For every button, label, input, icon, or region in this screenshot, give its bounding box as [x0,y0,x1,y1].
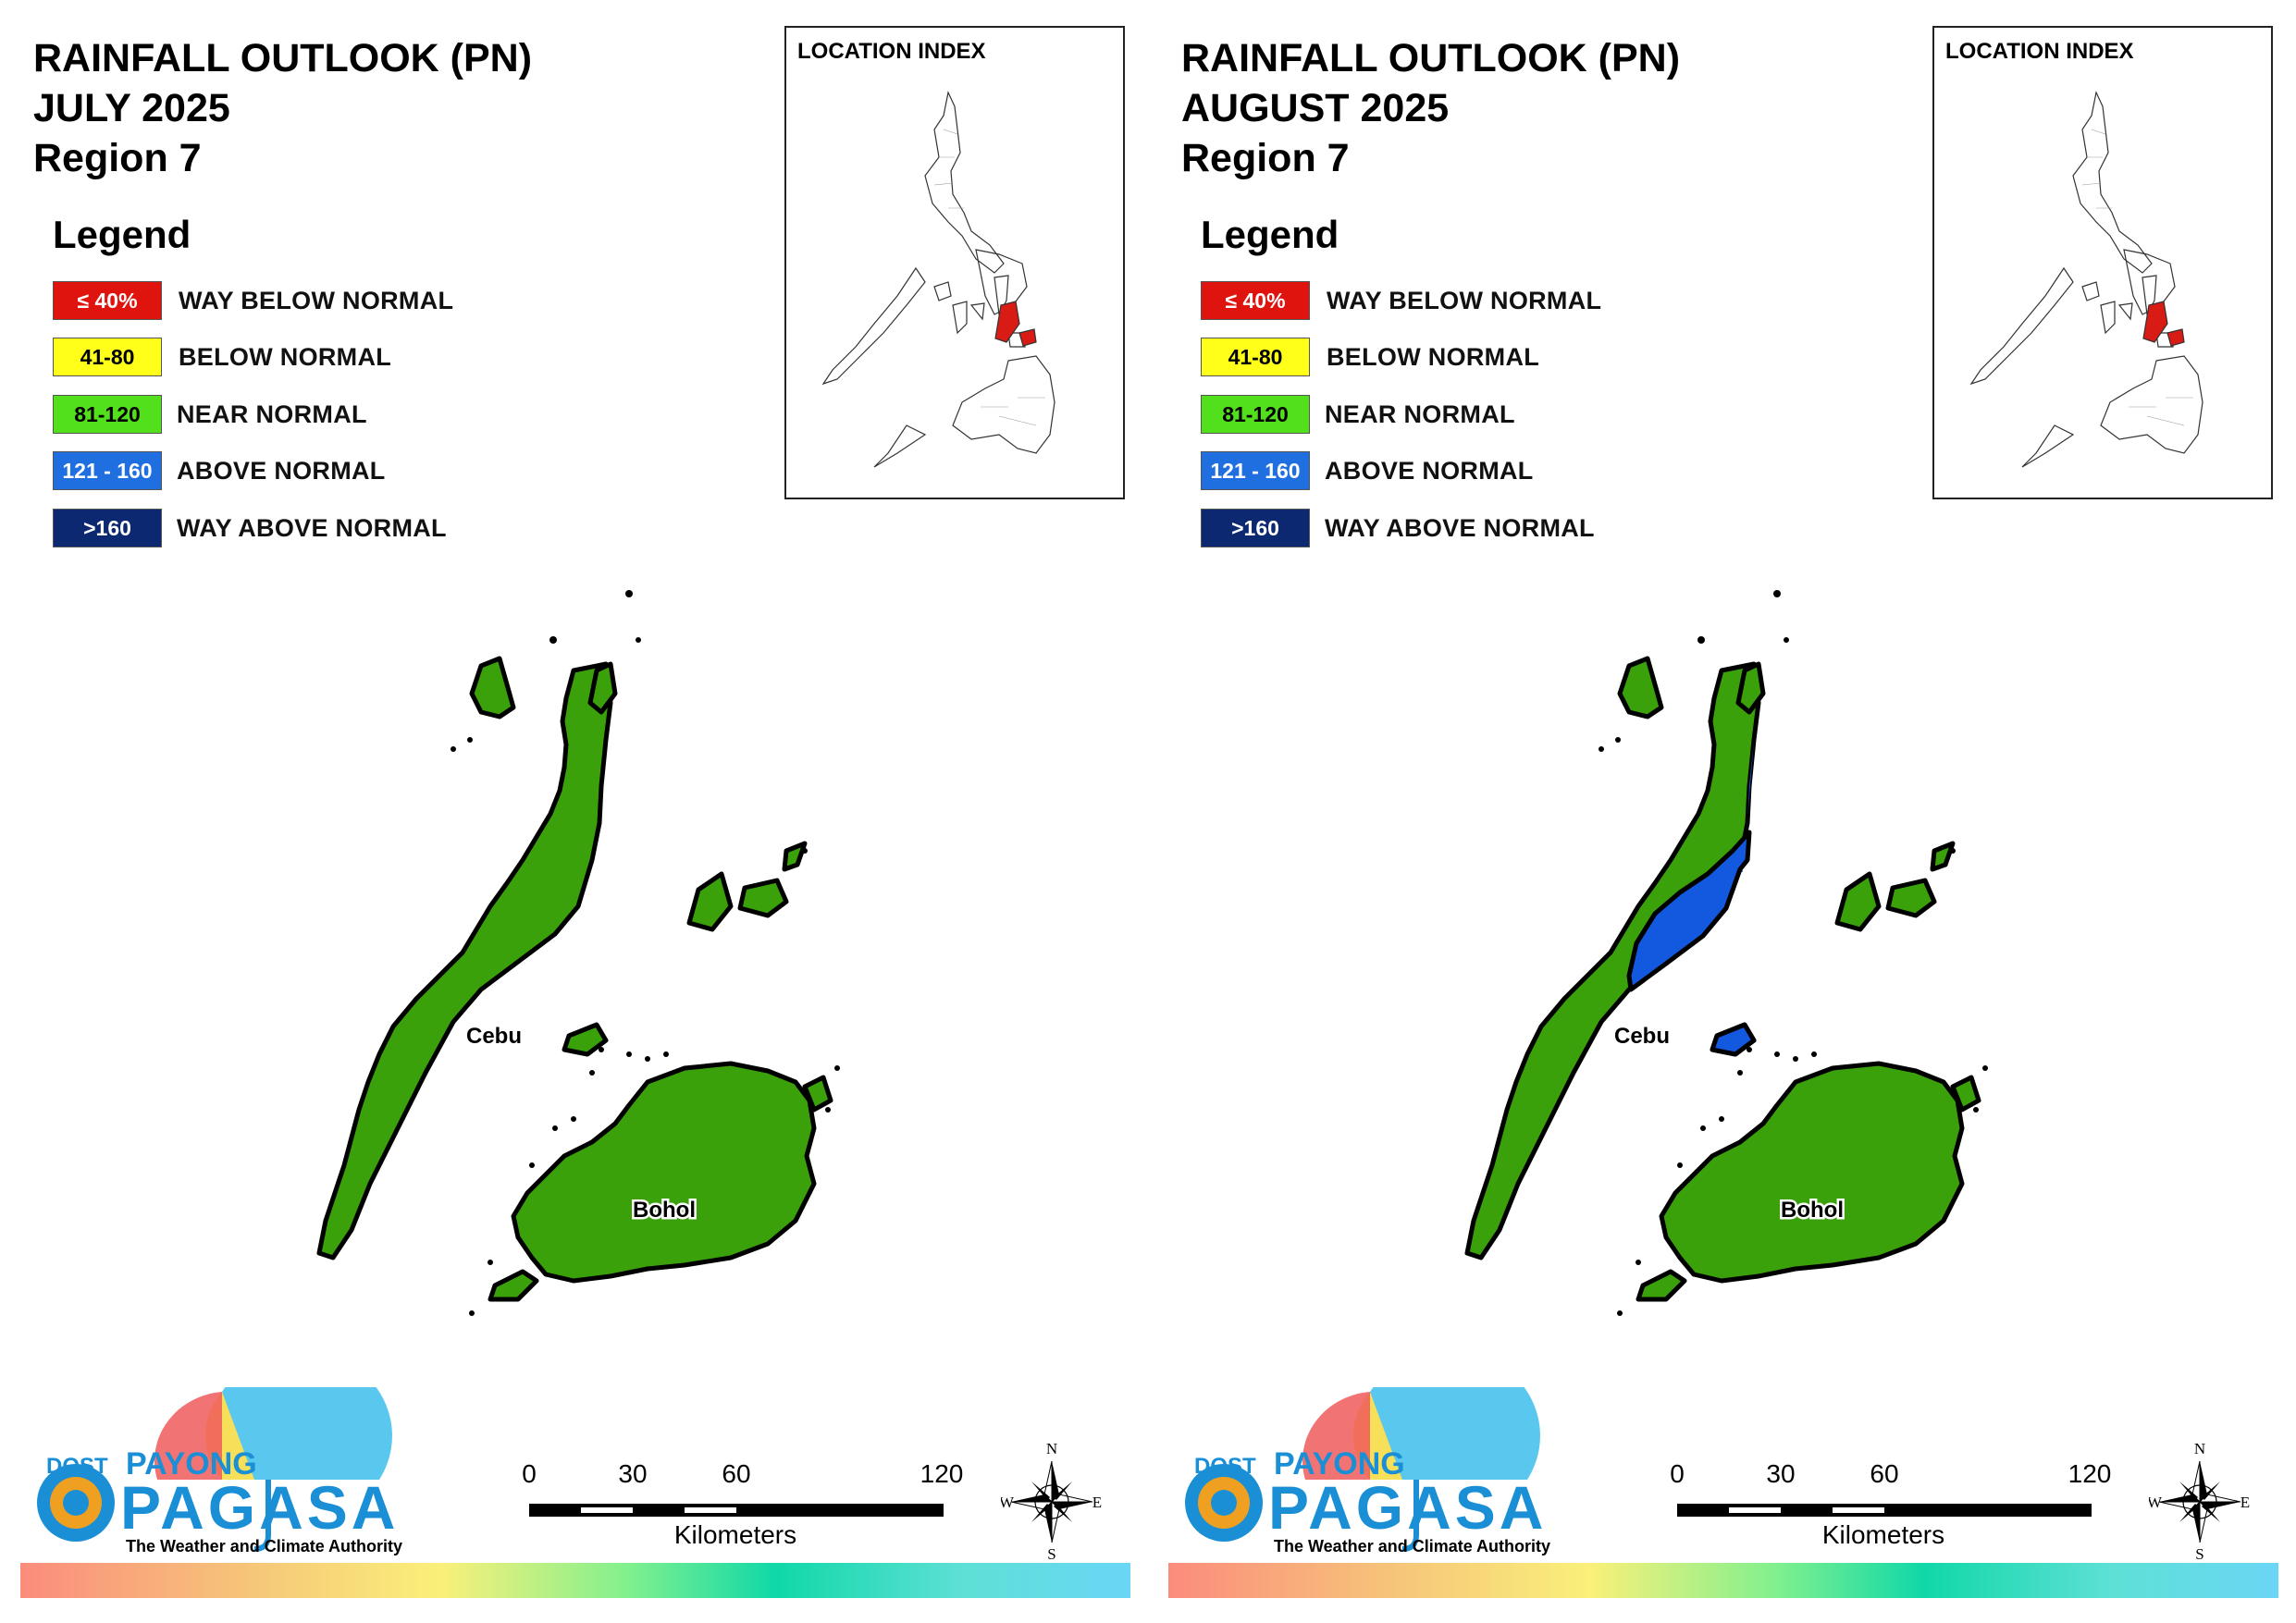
camotes-islands [737,878,789,918]
legend-swatch: 81-120 [53,395,162,434]
legend-swatch: 81-120 [1201,395,1310,434]
legend-label: WAY BELOW NORMAL [179,287,454,314]
scale-units-label: Kilometers [1821,1520,1945,1549]
footer-color-bar [20,1563,1130,1598]
province-label-bohol: Bohol [1781,1198,1844,1223]
legend-label: WAY BELOW NORMAL [1327,287,1602,314]
map-title: RAINFALL OUTLOOK (PN) AUGUST 2025 Region… [1181,33,1680,183]
legend-swatch: >160 [53,509,162,547]
legend-label: ABOVE NORMAL [1325,457,1534,485]
compass-n: N [2194,1441,2205,1457]
compass-s: S [1047,1545,1055,1561]
compass-e: E [1092,1494,1102,1511]
compass-rose-icon: N S E W [2149,1441,2250,1561]
legend-label: BELOW NORMAL [1327,343,1540,371]
legend-swatch: 41-80 [53,338,162,376]
legend-label: NEAR NORMAL [1325,400,1515,428]
dost-label: DOST [46,1454,108,1479]
payong-label: PAYONG [1274,1446,1405,1482]
compass-rose-icon: N S E W [1001,1441,1102,1561]
payong-label: PAYONG [126,1446,257,1482]
scale-bar-graphic [1677,1504,2092,1517]
scale-label-30: 30 [1766,1459,1796,1488]
compass-w: W [2149,1494,2163,1511]
cebu-above-normal-zone [1626,740,1757,1057]
location-index-inset: LOCATION INDEX [1932,26,2273,499]
title-region: Region 7 [1181,136,1350,180]
bantayan-island [469,656,516,719]
bohol-island [1659,1061,1965,1284]
scale-label-120: 120 [2068,1459,2112,1488]
bantayan-island [1617,656,1664,719]
title-month: AUGUST 2025 [1181,86,1450,130]
payong-pagasa-logo: DOST PAYONG PAGASA The Weather and Clima… [1176,1387,1550,1563]
legend-swatch: >160 [1201,509,1310,547]
logo-tagline: The Weather and Climate Authority [1274,1537,1551,1555]
cebu-island [316,661,613,1260]
title-line-1: RAINFALL OUTLOOK (PN) [33,36,533,80]
inset-title: LOCATION INDEX [797,39,986,64]
location-index-inset: LOCATION INDEX [784,26,1125,499]
title-line-1: RAINFALL OUTLOOK (PN) [1181,36,1681,80]
region-7-rainfall-map: Cebu Bohol [316,590,840,1316]
legend-label: NEAR NORMAL [177,400,367,428]
inset-title: LOCATION INDEX [1945,39,2134,64]
scale-label-60: 60 [722,1459,751,1488]
outlook-panel-august: RAINFALL OUTLOOK (PN) AUGUST 2025 Region… [1148,0,2296,1623]
region-7-highlight [994,301,1020,343]
bohol-island [511,1061,817,1284]
region-7-rainfall-map: Cebu Bohol [1464,590,1988,1316]
legend-label: BELOW NORMAL [179,343,392,371]
scale-bar: 0 30 60 120 Kilometers [518,1459,981,1561]
philippines-outline-map [821,91,1055,468]
title-region: Region 7 [33,136,202,180]
region-7-highlight [2142,301,2168,343]
compass-w: W [1001,1494,1015,1511]
province-label-cebu: Cebu [1614,1024,1670,1049]
province-label-cebu: Cebu [466,1024,522,1049]
umbrella-logo-icon [37,1387,392,1552]
dost-label: DOST [1194,1454,1256,1479]
legend-swatch: ≤ 40% [53,281,162,320]
legend-title: Legend [1201,213,1339,256]
scale-label-30: 30 [618,1459,648,1488]
scale-units-label: Kilometers [673,1520,797,1549]
legend-swatch: ≤ 40% [1201,281,1310,320]
compass-n: N [1046,1441,1057,1457]
scale-label-0: 0 [522,1459,537,1488]
legend-label: WAY ABOVE NORMAL [1325,514,1595,542]
footer-color-bar [1168,1563,2278,1598]
payong-pagasa-logo: DOST PAYONG PAGASA The Weather and Clima… [28,1387,402,1563]
compass-e: E [2240,1494,2250,1511]
philippines-outline-map [1969,91,2203,468]
scale-label-0: 0 [1670,1459,1685,1488]
province-label-bohol: Bohol [633,1198,696,1223]
legend-swatch: 41-80 [1201,338,1310,376]
scale-bar-graphic [529,1504,944,1517]
camotes-islands [1885,878,1937,918]
logo-tagline: The Weather and Climate Authority [126,1537,403,1555]
scale-label-120: 120 [920,1459,964,1488]
legend-swatch: 121 - 160 [53,451,162,490]
legend-swatch: 121 - 160 [1201,451,1310,490]
title-month: JULY 2025 [33,86,230,130]
compass-s: S [2195,1545,2203,1561]
map-title: RAINFALL OUTLOOK (PN) JULY 2025 Region 7 [33,33,532,183]
pagasa-label: PAGASA [120,1473,400,1542]
scale-label-60: 60 [1870,1459,1899,1488]
pagasa-label: PAGASA [1268,1473,1548,1542]
legend-label: ABOVE NORMAL [177,457,386,485]
scale-bar: 0 30 60 120 Kilometers [1666,1459,2129,1561]
umbrella-logo-icon [1185,1387,1540,1552]
legend-title: Legend [53,213,191,256]
legend-label: WAY ABOVE NORMAL [177,514,447,542]
outlook-panel-july: RAINFALL OUTLOOK (PN) JULY 2025 Region 7… [20,26,1130,1598]
